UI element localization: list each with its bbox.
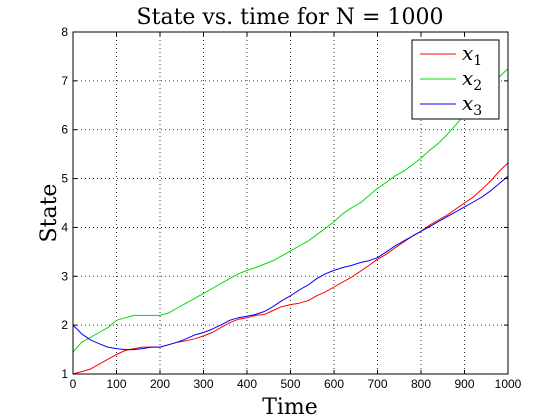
x-tick-label: 800 bbox=[411, 377, 431, 391]
series-group bbox=[72, 68, 509, 375]
x-axis-label: Time bbox=[262, 395, 318, 420]
x-tick-label: 600 bbox=[324, 377, 344, 391]
y-tick-label: 6 bbox=[61, 123, 68, 137]
y-tick-label: 3 bbox=[61, 269, 68, 283]
x-tick-label: 300 bbox=[193, 377, 213, 391]
legend-label-base: x bbox=[462, 91, 473, 115]
x-tick-label: 0 bbox=[70, 377, 77, 391]
y-tick-label: 2 bbox=[61, 318, 68, 332]
legend-label-x3: x3 bbox=[462, 91, 482, 119]
y-tick-label: 1 bbox=[61, 367, 68, 381]
y-tick-label: 5 bbox=[61, 172, 68, 186]
x-tick-label: 100 bbox=[106, 377, 126, 391]
x-tick-label: 500 bbox=[280, 377, 300, 391]
x-axis: 0 100 200 300 400 500 600 700 800 900 1000 bbox=[70, 32, 522, 391]
x-tick-label: 1000 bbox=[495, 377, 522, 391]
y-axis-label: State bbox=[37, 184, 62, 243]
x-tick-label: 900 bbox=[454, 377, 474, 391]
legend-label-x2: x2 bbox=[462, 66, 482, 94]
legend-label-base: x bbox=[462, 66, 473, 90]
chart-title: State vs. time for N = 1000 bbox=[137, 5, 444, 30]
legend-label-x1: x1 bbox=[462, 41, 482, 69]
series-line-x2 bbox=[72, 68, 509, 353]
legend-label-subscript: 2 bbox=[473, 78, 482, 94]
legend-label-base: x bbox=[462, 41, 473, 65]
series-line-x3 bbox=[72, 175, 509, 351]
y-tick-label: 4 bbox=[61, 220, 68, 234]
y-tick-label: 7 bbox=[61, 74, 68, 88]
series-line-x1 bbox=[72, 162, 509, 375]
x-tick-label: 200 bbox=[150, 377, 170, 391]
x-tick-label: 400 bbox=[237, 377, 257, 391]
y-tick-label: 8 bbox=[61, 25, 68, 39]
y-axis: 1 2 3 4 5 6 7 8 bbox=[61, 25, 508, 381]
legend-label-subscript: 1 bbox=[473, 53, 482, 69]
legend-label-subscript: 3 bbox=[473, 103, 482, 119]
x-tick-label: 700 bbox=[367, 377, 387, 391]
